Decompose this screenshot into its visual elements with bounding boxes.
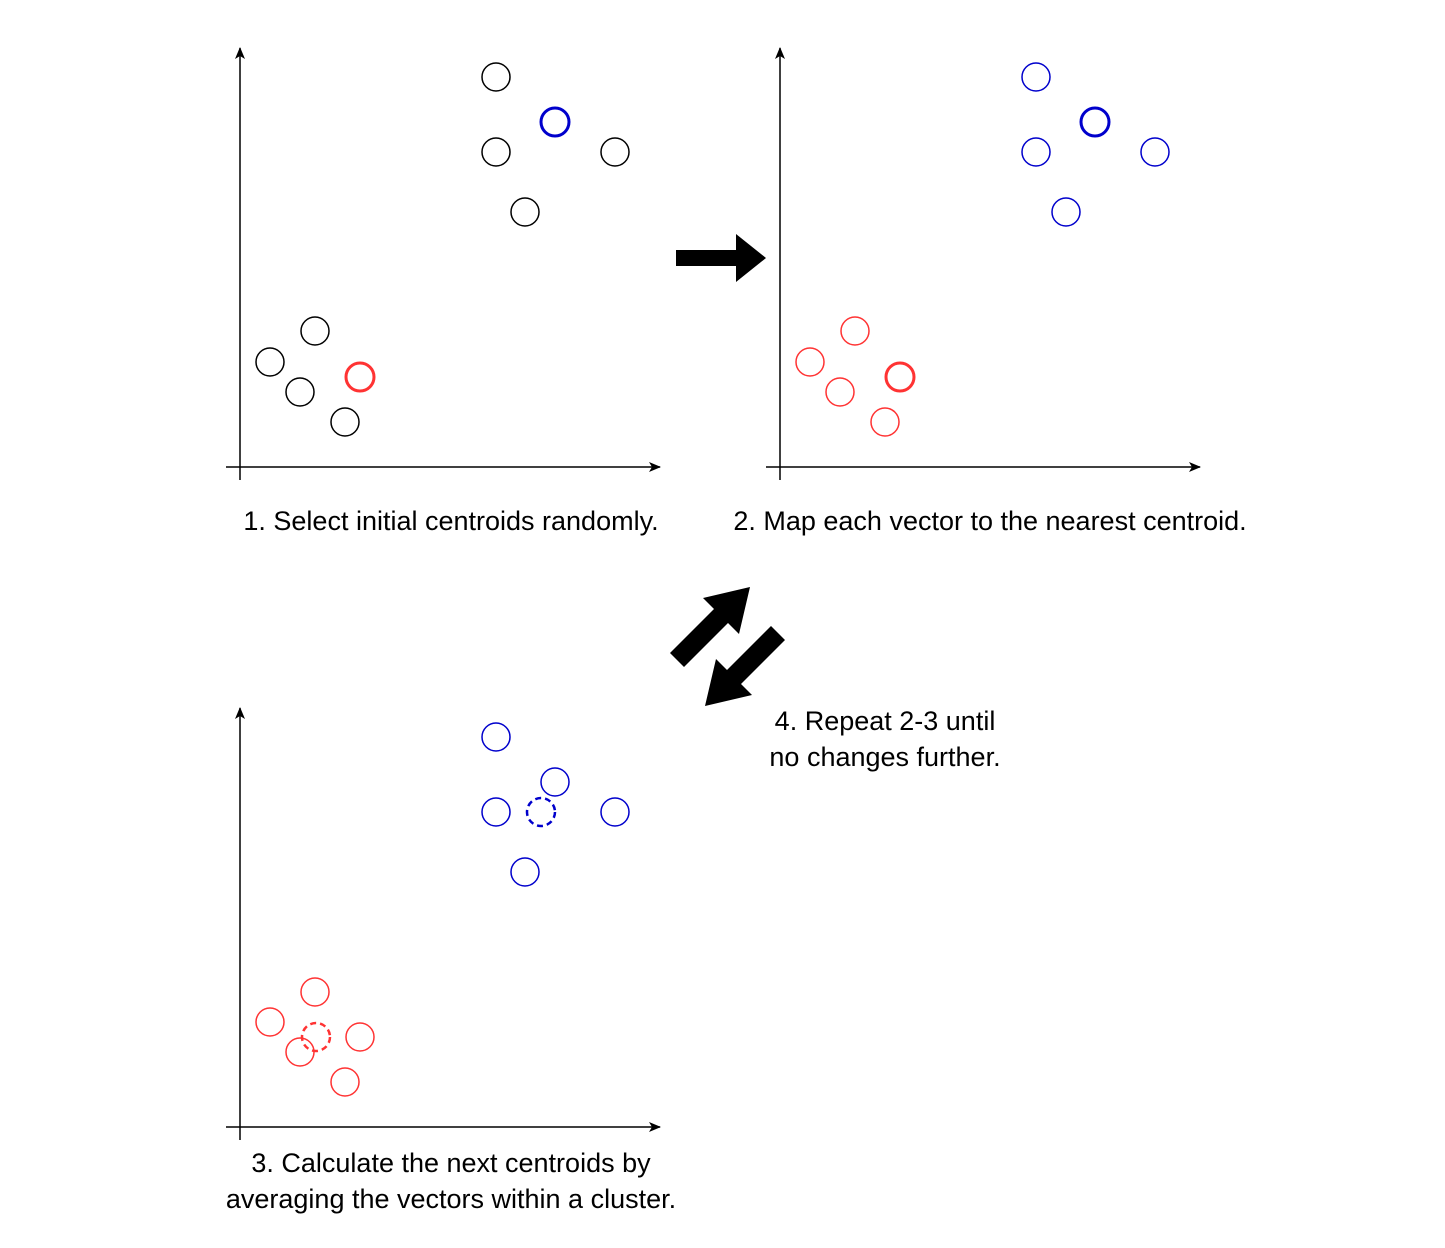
- data-point: [481, 62, 511, 92]
- data-point-blue: [600, 797, 630, 827]
- panel-step2: 2. Map each vector to the nearest centro…: [733, 47, 1247, 536]
- arrow-down-left-icon: [705, 626, 785, 706]
- data-point: [510, 197, 540, 227]
- caption-step1: 1. Select initial centroids randomly.: [243, 506, 658, 536]
- centroid-blue: [1079, 106, 1111, 138]
- centroid-red: [344, 361, 376, 393]
- data-point-red: [255, 1007, 285, 1037]
- arrow-right-icon: [676, 234, 766, 282]
- data-point: [285, 377, 315, 407]
- panel-step3-axes: [226, 707, 661, 1140]
- data-point-red: [840, 316, 870, 346]
- previous-centroid-red: [345, 1022, 375, 1052]
- data-point-red: [870, 407, 900, 437]
- caption-step4-line1: 4. Repeat 2-3 until: [775, 706, 996, 736]
- data-point-blue: [1021, 137, 1051, 167]
- data-point-blue: [1140, 137, 1170, 167]
- data-point: [600, 137, 630, 167]
- data-point-blue: [481, 722, 511, 752]
- data-point-blue: [1021, 62, 1051, 92]
- arrow-up-right-icon: [670, 587, 750, 667]
- centroid-blue: [539, 106, 571, 138]
- data-point-blue: [1051, 197, 1081, 227]
- panel-step3-points: [255, 722, 630, 1097]
- data-point-red: [795, 347, 825, 377]
- centroid-red: [884, 361, 916, 393]
- data-point-red: [330, 1067, 360, 1097]
- data-point: [300, 316, 330, 346]
- next-centroid-red: [300, 1021, 332, 1053]
- panel-step2-axes: [766, 47, 1201, 480]
- data-point-red: [300, 977, 330, 1007]
- data-point: [330, 407, 360, 437]
- panel-step1-points: [255, 62, 630, 437]
- data-point-red: [285, 1037, 315, 1067]
- data-point-red: [825, 377, 855, 407]
- caption-step3-line1: 3. Calculate the next centroids by: [251, 1148, 651, 1178]
- data-point-blue: [481, 797, 511, 827]
- next-centroid-blue: [525, 796, 557, 828]
- panel-step1: 1. Select initial centroids randomly.: [226, 47, 661, 536]
- previous-centroid-blue: [540, 767, 570, 797]
- data-point: [255, 347, 285, 377]
- panel-step2-points: [795, 62, 1170, 437]
- caption-step3-line2: averaging the vectors within a cluster.: [226, 1184, 676, 1214]
- caption-step2: 2. Map each vector to the nearest centro…: [733, 506, 1246, 536]
- caption-step4-line2: no changes further.: [769, 742, 1000, 772]
- data-point-blue: [510, 857, 540, 887]
- data-point: [481, 137, 511, 167]
- panel-step3: 3. Calculate the next centroids by avera…: [226, 707, 676, 1214]
- panel-step1-axes: [226, 47, 661, 480]
